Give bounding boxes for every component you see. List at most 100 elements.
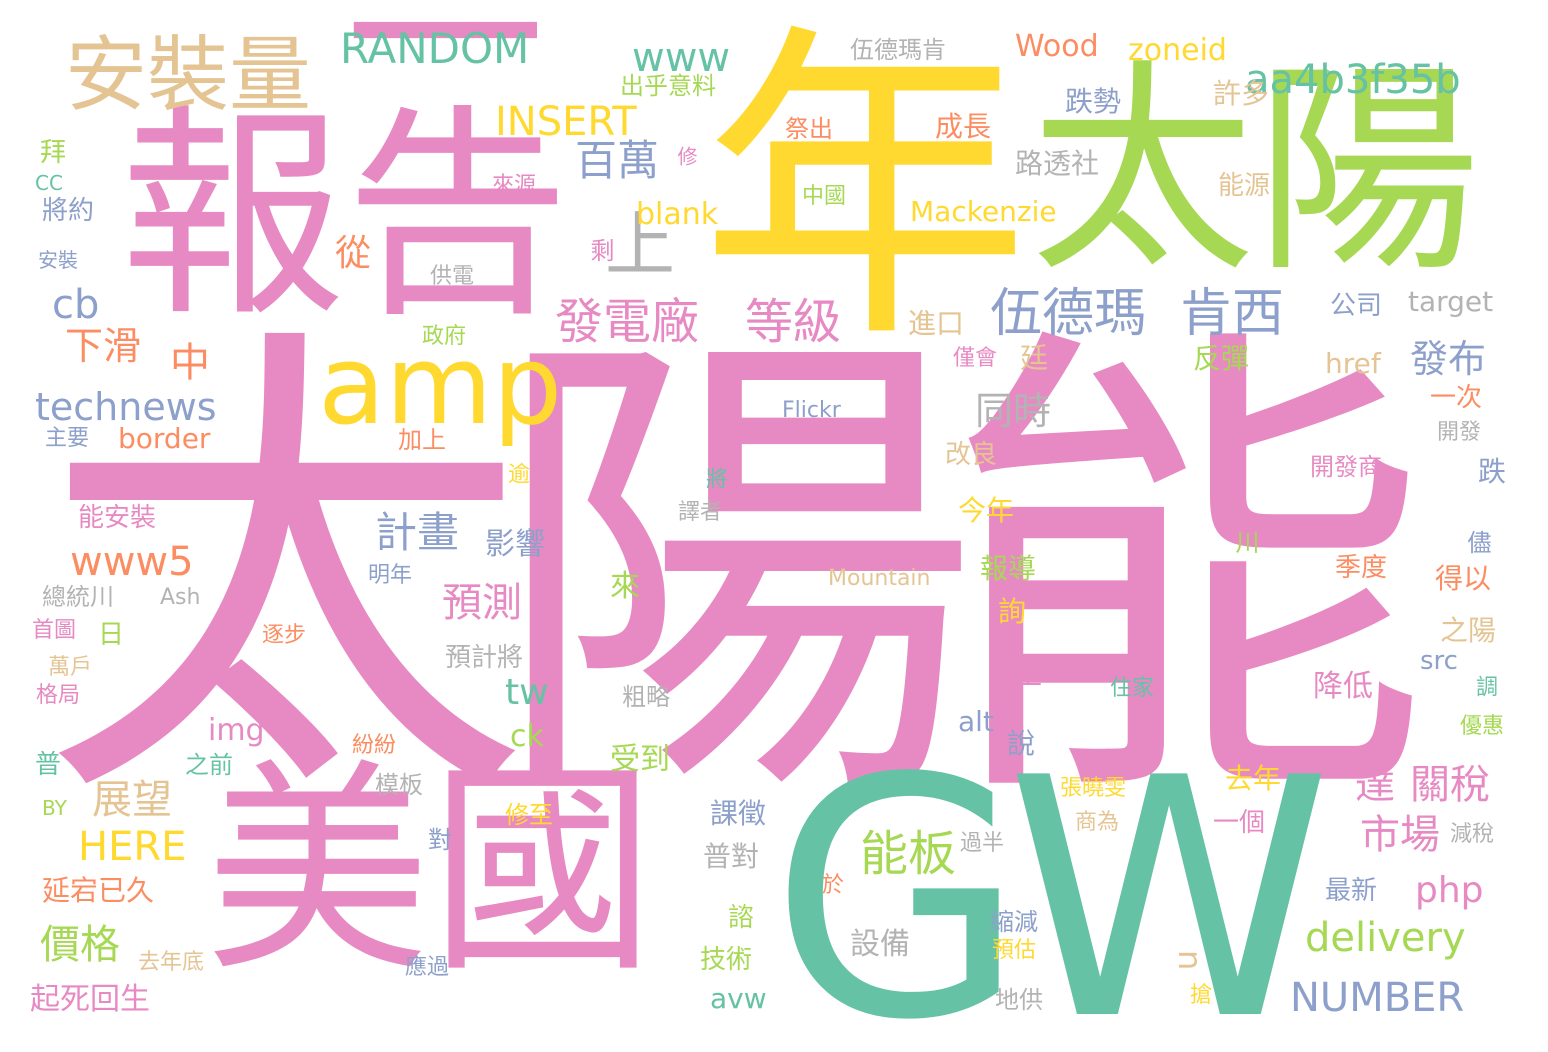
word-baogao: 報告	[120, 86, 570, 348]
word-zhengfu: 政府	[422, 324, 467, 349]
word-deyi: 得以	[1435, 562, 1492, 595]
word-blank: blank	[636, 197, 719, 232]
word-kenxi: 肯西	[1180, 284, 1285, 344]
word-php: php	[1415, 870, 1484, 911]
word-youhui: 優惠	[1460, 714, 1505, 739]
word-jiashang: 加上	[398, 426, 446, 454]
word-qisihuisheng: 起死回生	[30, 982, 150, 1017]
word-muban: 模板	[375, 771, 423, 799]
word-jin: 儘	[1463, 530, 1491, 554]
word-nian: 年	[700, 0, 1030, 382]
word-technews: technews	[35, 385, 217, 429]
word-taiyang: 太陽	[1030, 41, 1480, 303]
word-chengzhang: 成長	[935, 110, 992, 143]
word-xiu: 修	[674, 146, 698, 166]
word-fantan: 反彈	[1193, 342, 1250, 375]
word-xiuzhi: 修至	[505, 801, 553, 829]
word-yizhe: 譯者	[678, 500, 723, 525]
word-zhiqian: 之前	[185, 751, 233, 779]
word-lai: 來	[610, 569, 640, 604]
word-jinhui: 僅會	[953, 346, 998, 371]
word-jishu: 技術	[700, 945, 753, 975]
word-jichu: 祭出	[785, 115, 833, 143]
word-gailiang: 改良	[945, 440, 998, 470]
word-yingxiang: 影響	[485, 527, 545, 562]
word-guoban: 過半	[960, 831, 1005, 856]
word-cc: CC	[35, 171, 63, 195]
word-chuhuyiliao: 出乎意料	[620, 72, 716, 100]
word-flickr: Flickr	[782, 398, 841, 423]
word-zhuyao: 主要	[45, 426, 90, 451]
word-jiangyue: 將約	[42, 196, 95, 226]
word-tiao: 調	[1472, 675, 1497, 697]
word-nengyuan: 能源	[1218, 171, 1271, 201]
word-gongsi: 公司	[1330, 291, 1383, 321]
word-tw: tw	[505, 672, 549, 713]
word-zhong: 中	[170, 340, 210, 386]
word-target: target	[1408, 285, 1494, 318]
word-shuo: 說	[1007, 727, 1036, 760]
word-zhanwang: 展望	[92, 777, 172, 823]
word-meiguo: 美國	[205, 741, 655, 1003]
word-suojian: 縮減	[990, 908, 1038, 936]
word-digong: 地供	[995, 986, 1043, 1014]
word-kezheng: 課徵	[710, 797, 767, 830]
word-mingnian: 明年	[368, 563, 413, 588]
word-jinkou: 進口	[908, 307, 965, 340]
word-href: href	[1325, 347, 1381, 380]
word-shoutu: 首圖	[32, 618, 77, 643]
word-bai: 拜	[40, 138, 67, 168]
word-dui: 對	[428, 826, 452, 854]
word-culue: 粗略	[622, 683, 670, 711]
word-jihua: 計畫	[375, 508, 460, 557]
word-alt: alt	[958, 705, 994, 738]
word-yige: 一個	[1213, 808, 1266, 838]
word-xishang: 西上	[990, 661, 1043, 691]
word-wudema: 伍德瑪	[990, 284, 1147, 344]
word-here: HERE	[78, 824, 187, 870]
word-shang: 上	[605, 204, 675, 286]
word-yu2: 逾	[504, 462, 529, 484]
word-taiyangneng: 太陽能	[40, 289, 1430, 860]
word-lutoushe: 路透社	[1015, 147, 1100, 180]
word-shebei: 設備	[850, 927, 910, 962]
word-insert: INSERT	[495, 99, 637, 145]
word-qunian: 去年	[1225, 762, 1282, 795]
word-baodao: 報導	[980, 552, 1037, 585]
word-zi: 諮	[728, 903, 755, 933]
word-jiangdi: 降低	[1313, 669, 1373, 704]
word-border: border	[118, 422, 211, 455]
word-www: www	[632, 35, 731, 81]
word-jidu: 季度	[1335, 553, 1388, 583]
word-shichang: 市場	[1360, 812, 1440, 858]
word-xun: 詢	[998, 595, 1027, 628]
word-pu: 普	[35, 750, 62, 780]
word-nenganzhuang: 能安裝	[78, 503, 157, 533]
word-yandanyijiu: 延宕已久	[42, 874, 155, 907]
word-da: 達	[1355, 762, 1395, 808]
word-dieshi: 跌勢	[1065, 85, 1122, 118]
word-qunianmo: 去年底	[138, 950, 205, 975]
word-img: img	[208, 713, 265, 748]
word-jinnian: 今年	[958, 494, 1015, 527]
word-puduei: 普對	[703, 840, 760, 873]
word-jiage: 價格	[40, 922, 120, 968]
word-yu: 於	[822, 873, 845, 898]
word-zongtongchuan: 總統川	[42, 583, 114, 611]
word-yici: 一次	[1430, 383, 1483, 413]
word-gw: GW	[770, 708, 1332, 1052]
word-baiwan: 百萬	[575, 136, 660, 185]
word-random: RANDOM	[340, 24, 530, 73]
word-zhubu: 逐步	[262, 623, 307, 648]
word-dengji: 等級	[745, 294, 842, 350]
word-zhangxiaowen: 張曉雯	[1060, 776, 1127, 801]
word-n: n	[1171, 950, 1209, 971]
word-ting: 廷	[1016, 343, 1049, 371]
word-laiyuan: 來源	[492, 173, 537, 198]
word-wudemaken: 伍德瑪肯	[850, 36, 946, 64]
word-kaifashang: 開發商	[1310, 453, 1382, 481]
word-die: 跌	[1478, 455, 1507, 488]
word-avw: avw	[710, 982, 767, 1015]
word-src: src	[1420, 646, 1458, 676]
word-nengban: 能板	[860, 826, 957, 882]
